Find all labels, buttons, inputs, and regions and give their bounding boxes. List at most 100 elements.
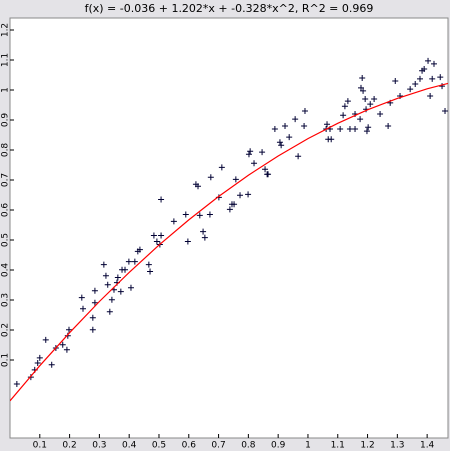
point — [292, 116, 299, 123]
point — [131, 258, 138, 265]
point — [36, 354, 43, 361]
y-tick-label: 0.9 — [1, 113, 11, 128]
point — [91, 287, 98, 294]
point — [363, 128, 370, 135]
point — [231, 201, 238, 208]
point — [64, 332, 71, 339]
x-tick-label: 1.4 — [420, 441, 435, 451]
y-tick-label: 0.2 — [1, 323, 11, 337]
point — [337, 126, 344, 132]
point — [421, 66, 428, 72]
point — [158, 196, 165, 203]
point — [80, 305, 86, 312]
point — [328, 136, 335, 143]
point — [427, 93, 434, 99]
point — [301, 108, 308, 114]
point — [251, 160, 258, 167]
point — [286, 134, 293, 141]
plot-area — [9, 17, 449, 439]
point — [232, 176, 239, 183]
point — [100, 261, 107, 268]
point — [184, 238, 191, 245]
y-tick-label: 0.8 — [1, 143, 11, 158]
point — [150, 232, 157, 239]
point — [182, 211, 189, 218]
point — [425, 57, 432, 64]
x-tick-label: 0.5 — [152, 441, 166, 451]
point — [104, 281, 111, 288]
point — [114, 274, 121, 281]
point — [340, 112, 347, 119]
point — [48, 361, 55, 368]
chart-title: f(x) = -0.036 + 1.202*x + -0.328*x^2, R^… — [85, 2, 374, 15]
point — [127, 284, 134, 291]
point — [301, 123, 308, 129]
point — [196, 212, 203, 219]
point — [65, 326, 72, 333]
point — [407, 86, 414, 93]
point — [259, 149, 266, 156]
point — [341, 103, 348, 110]
point — [245, 191, 252, 198]
y-tick-label: 1.2 — [1, 23, 11, 37]
x-tick-label: 0.3 — [92, 441, 106, 451]
x-tick-label: 0.7 — [211, 441, 225, 451]
point — [278, 142, 285, 149]
point — [136, 246, 143, 253]
fit-line — [10, 82, 448, 402]
x-tick-label: 1.3 — [390, 441, 404, 451]
y-tick-label: 0.1 — [1, 353, 11, 367]
point — [207, 174, 214, 181]
point — [362, 96, 369, 102]
point — [117, 288, 124, 295]
point — [122, 266, 129, 273]
point — [371, 96, 378, 102]
point — [247, 148, 254, 155]
point — [377, 111, 384, 117]
x-tick-label: 0.8 — [241, 441, 256, 451]
point — [195, 183, 202, 190]
point — [237, 192, 244, 199]
point — [385, 123, 392, 129]
point — [89, 326, 96, 333]
point — [439, 83, 446, 90]
x-tick-label: 1.2 — [360, 441, 374, 451]
point — [324, 121, 331, 128]
x-tick-label: 1 — [305, 441, 311, 451]
x-tick-label: 0.2 — [62, 441, 76, 451]
point — [147, 268, 154, 275]
point — [201, 234, 208, 241]
x-tick-label: 0.9 — [271, 441, 286, 451]
point — [265, 171, 272, 178]
point — [34, 360, 41, 366]
y-tick-label: 0.3 — [1, 293, 11, 307]
point — [367, 101, 374, 108]
point — [13, 381, 20, 387]
y-tick-label: 0.5 — [1, 233, 11, 247]
point — [365, 124, 372, 131]
x-tick-label: 1.1 — [331, 441, 345, 451]
point — [429, 75, 436, 82]
y-tick-label: 1.1 — [1, 53, 11, 67]
point — [295, 153, 302, 160]
point — [416, 75, 423, 82]
x-tick-label: 0.6 — [182, 441, 197, 451]
point — [437, 74, 444, 81]
point — [271, 126, 278, 132]
point — [102, 272, 109, 279]
point — [359, 75, 366, 81]
point — [352, 126, 359, 132]
point — [42, 336, 49, 343]
point — [91, 299, 98, 306]
y-tick-label: 0.4 — [1, 263, 11, 278]
point — [170, 218, 177, 225]
point — [206, 211, 213, 218]
point — [245, 151, 252, 158]
point — [89, 314, 96, 321]
point — [262, 166, 269, 173]
point — [106, 308, 113, 315]
point — [125, 258, 132, 265]
point — [226, 206, 233, 213]
point — [218, 164, 225, 171]
